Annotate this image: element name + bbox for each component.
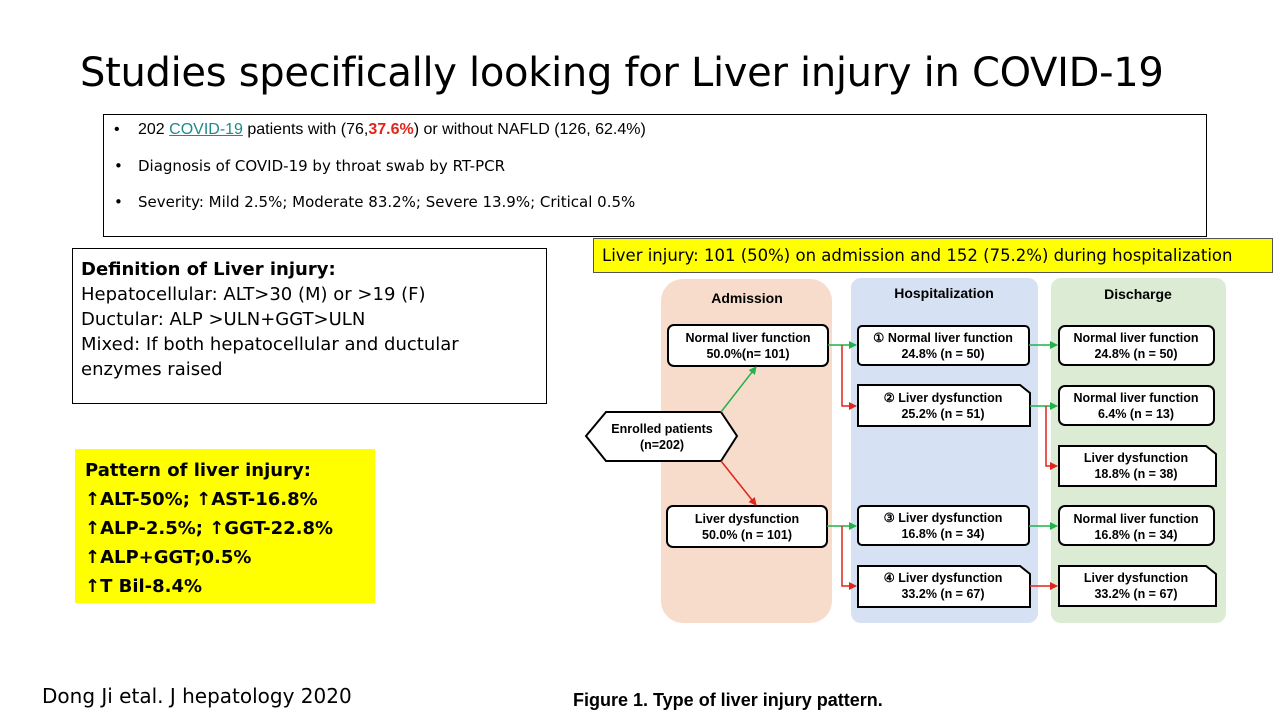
arrow-to-hospital-2: [841, 345, 857, 410]
arrow-enrolled-to-dysfunction: [720, 460, 757, 506]
nafld-percent-highlight: 37.6%: [368, 121, 414, 138]
enrolled-count: (n=202): [640, 438, 684, 452]
pattern-line-tbil: ↑T Bil-8.4%: [85, 576, 203, 597]
discharge-node-4-count: 16.8% (n = 34): [1094, 528, 1177, 542]
bullet: •: [114, 157, 123, 175]
discharge-node-5-label: Liver dysfunction: [1084, 571, 1188, 585]
hospital-node-4-count: 33.2% (n = 67): [901, 587, 984, 601]
nafld-with-text: patients with (76,: [242, 121, 369, 138]
admission-normal-count: 50.0%(n= 101): [706, 347, 789, 361]
pattern-line-alp-ggt: ↑ALP-2.5%; ↑GGT-22.8%: [85, 518, 334, 539]
liver-injury-flowchart: Admission Hospitalization Discharge Enro…: [584, 278, 1226, 623]
definition-ductular: Ductular: ALP >ULN+GGT>ULN: [81, 309, 366, 330]
hospital-node-1-count: 24.8% (n = 50): [901, 347, 984, 361]
figure-caption: Figure 1. Type of liver injury pattern.: [573, 690, 883, 710]
citation: Dong Ji etal. J hepatology 2020: [42, 684, 352, 708]
summary-item-patients: • 202 COVID-19 patients with (76,37.6%) o…: [114, 121, 646, 139]
discharge-node-2-count: 6.4% (n = 13): [1098, 407, 1174, 421]
discharge-node-5: [1058, 565, 1217, 607]
pattern-line-alp-plus-ggt: ↑ALP+GGT;0.5%: [85, 547, 252, 568]
hospital-node-4-label: ④ Liver dysfunction: [884, 571, 1003, 585]
admission-column-title: Admission: [711, 290, 783, 306]
discharge-node-1-label: Normal liver function: [1073, 331, 1198, 345]
patients-count-text: 202: [138, 121, 170, 138]
discharge-column-title: Discharge: [1104, 286, 1172, 302]
arrow-enrolled-to-normal: [720, 366, 757, 413]
discharge-node-1: [1058, 325, 1215, 366]
hospital-node-3-count: 16.8% (n = 34): [901, 527, 984, 541]
pattern-heading: Pattern of liver injury:: [85, 460, 311, 481]
bullet: •: [114, 193, 123, 211]
definition-mixed: Mixed: If both hepatocellular and ductul…: [81, 334, 459, 380]
hospital-node-4: [857, 565, 1031, 608]
diagnosis-text: Diagnosis of COVID-19 by throat swab by …: [138, 157, 506, 175]
admission-dysfunction-count: 50.0% (n = 101): [702, 528, 792, 542]
definition-box: Definition of Liver injury: Hepatocellul…: [72, 248, 547, 404]
nafld-without-text: ) or without NAFLD (126, 62.4%): [413, 121, 646, 138]
discharge-node-2: [1058, 385, 1215, 426]
slide-title: Studies specifically looking for Liver i…: [80, 50, 1164, 96]
discharge-node-3-count: 18.8% (n = 38): [1094, 467, 1177, 481]
arrow-to-hospital-4: [841, 526, 857, 590]
enrolled-patients-node: [584, 411, 739, 462]
discharge-node-1-count: 24.8% (n = 50): [1094, 347, 1177, 361]
pattern-line-alt-ast: ↑ALT-50%; ↑AST-16.8%: [85, 489, 318, 510]
hospital-node-2-count: 25.2% (n = 51): [901, 407, 984, 421]
admission-normal-label: Normal liver function: [685, 331, 810, 345]
definition-heading: Definition of Liver injury:: [81, 259, 336, 280]
bullet: •: [114, 121, 120, 138]
definition-hepatocellular: Hepatocellular: ALT>30 (M) or >19 (F): [81, 284, 426, 305]
covid-link[interactable]: COVID-19: [169, 121, 243, 138]
arrow-to-discharge-3: [1045, 406, 1058, 470]
hospitalization-column-title: Hospitalization: [894, 285, 994, 301]
admission-dysfunction-label: Liver dysfunction: [695, 512, 799, 526]
discharge-node-3-label: Liver dysfunction: [1084, 451, 1188, 465]
summary-item-diagnosis: • Diagnosis of COVID-19 by throat swab by…: [114, 157, 505, 175]
liver-injury-banner: Liver injury: 101 (50%) on admission and…: [593, 238, 1273, 273]
hospital-node-1-label: ① Normal liver function: [873, 331, 1013, 345]
severity-text: Severity: Mild 2.5%; Moderate 83.2%; Sev…: [138, 193, 636, 211]
discharge-node-4-label: Normal liver function: [1073, 512, 1198, 526]
discharge-node-5-count: 33.2% (n = 67): [1094, 587, 1177, 601]
summary-item-severity: • Severity: Mild 2.5%; Moderate 83.2%; Se…: [114, 193, 635, 211]
study-summary-box: • 202 COVID-19 patients with (76,37.6%) o…: [103, 114, 1207, 237]
discharge-node-3: [1058, 445, 1217, 487]
hospital-node-2: [857, 384, 1031, 427]
enrolled-label: Enrolled patients: [611, 422, 712, 436]
pattern-box: Pattern of liver injury: ↑ALT-50%; ↑AST-…: [75, 449, 375, 603]
discharge-node-2-label: Normal liver function: [1073, 391, 1198, 405]
discharge-node-4: [1058, 505, 1215, 546]
hospital-node-3-label: ③ Liver dysfunction: [884, 511, 1003, 525]
hospital-node-2-label: ② Liver dysfunction: [884, 391, 1003, 405]
